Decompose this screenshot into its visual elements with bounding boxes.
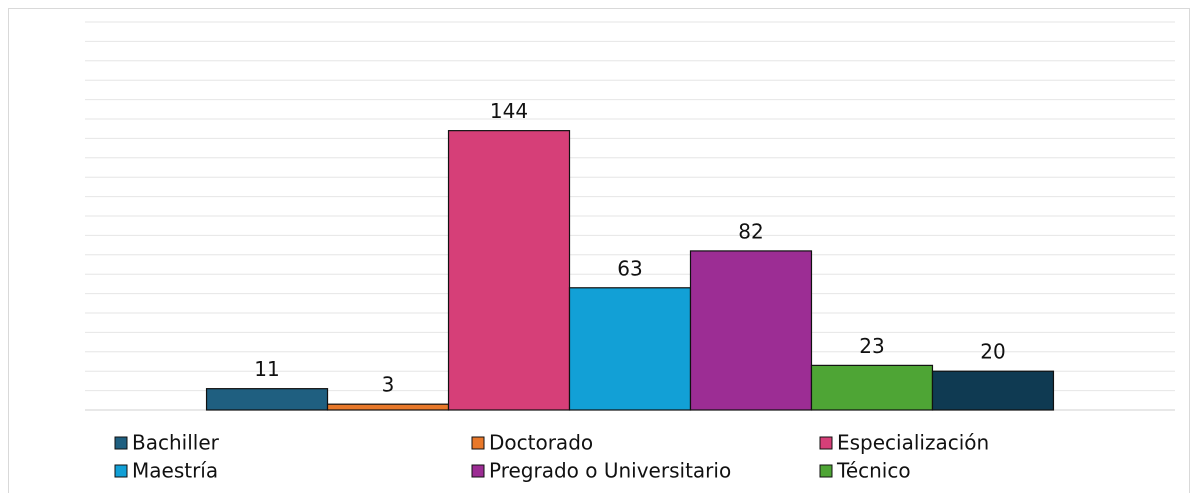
- legend-swatch: [819, 436, 833, 450]
- bar: [568, 287, 692, 411]
- value-label: 3: [382, 373, 395, 397]
- value-label: 82: [738, 219, 763, 243]
- legend-label: Maestría: [132, 459, 218, 483]
- value-label: 23: [859, 334, 884, 358]
- legend-label: Bachiller: [132, 431, 220, 455]
- legend-swatch: [114, 464, 128, 478]
- legend-label: Pregrado o Universitario: [489, 459, 731, 483]
- legend-swatch: [819, 464, 833, 478]
- value-label: 20: [980, 340, 1005, 364]
- value-label: 144: [490, 99, 528, 123]
- bar: [931, 370, 1055, 411]
- bar: [689, 250, 813, 411]
- chart-frame: [8, 8, 1190, 493]
- legend-label: Doctorado: [489, 431, 593, 455]
- value-label: 63: [617, 256, 642, 280]
- bar: [205, 388, 329, 411]
- value-label: 11: [254, 357, 279, 381]
- legend-label: Técnico: [836, 459, 911, 483]
- legend-swatch: [471, 464, 485, 478]
- bar: [447, 130, 571, 411]
- legend-swatch: [471, 436, 485, 450]
- bar: [810, 364, 934, 411]
- bar: [326, 403, 450, 411]
- legend-swatch: [114, 436, 128, 450]
- legend-label: Especialización: [837, 431, 989, 455]
